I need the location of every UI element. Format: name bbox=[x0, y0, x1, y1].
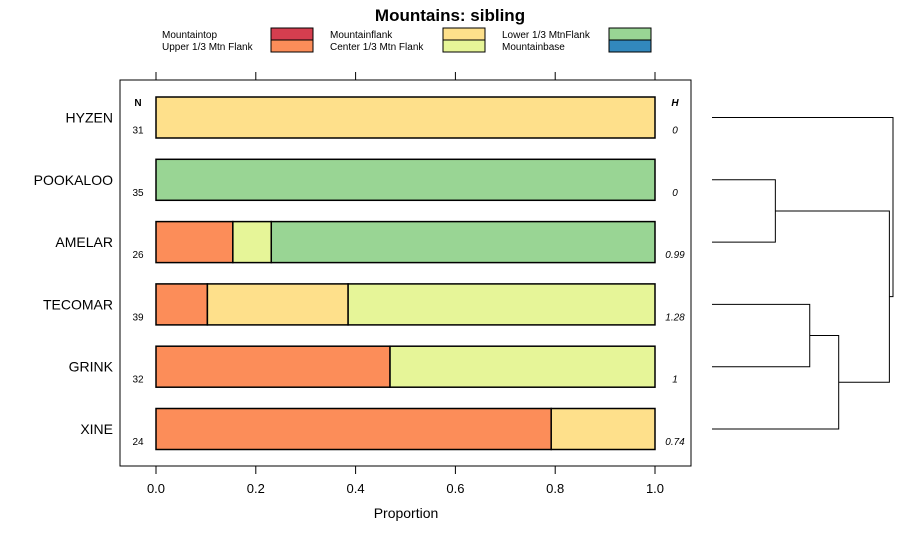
category-label-xine: XINE bbox=[80, 421, 113, 437]
bar-xine-mountainflank bbox=[550, 407, 656, 451]
n-header: N bbox=[134, 98, 141, 109]
n-h-annotations: N H 31 0 35 0 26 0.99 39 1.28 32 1 24 0.74 bbox=[132, 98, 685, 448]
legend-swatch-mountainbase bbox=[608, 39, 652, 53]
bar-grink-center-1-3-mtn-flank bbox=[389, 345, 656, 388]
x-tick-label-0: 0.0 bbox=[147, 481, 165, 496]
legend-swatch-mountaintop bbox=[270, 27, 314, 41]
dendrogram-branch-0 bbox=[712, 179, 776, 243]
bar-xine-upper-1-3-mtn-flank bbox=[155, 407, 552, 451]
dendrogram-branch-4 bbox=[712, 117, 894, 298]
category-label-hyzen: HYZEN bbox=[66, 110, 113, 126]
dendrogram-branch-3 bbox=[775, 210, 890, 383]
x-tick-label-5: 1.0 bbox=[646, 481, 664, 496]
x-axis-title: Proportion bbox=[374, 505, 439, 521]
dendrogram bbox=[712, 117, 894, 430]
dendrogram-branch-2 bbox=[712, 335, 840, 430]
n-value-amelar: 26 bbox=[132, 250, 144, 261]
x-tick-label-2: 0.4 bbox=[347, 481, 365, 496]
bar-pookaloo-lower-1-3-mtnflank bbox=[155, 158, 656, 202]
legend-label-upper-1-3-mtn-flank: Upper 1/3 Mtn Flank bbox=[162, 42, 254, 53]
legend-label-center-1-3-mtn-flank: Center 1/3 Mtn Flank bbox=[330, 42, 424, 53]
h-value-hyzen: 0 bbox=[672, 126, 678, 137]
bar-amelar-lower-1-3-mtnflank bbox=[270, 220, 656, 264]
x-axis: 0.0 0.2 0.4 0.6 0.8 1.0 bbox=[147, 72, 664, 496]
chart-title: Mountains: sibling bbox=[375, 6, 525, 25]
category-label-pookaloo: POOKALOO bbox=[34, 172, 113, 188]
h-value-amelar: 0.99 bbox=[665, 250, 685, 261]
n-value-xine: 24 bbox=[132, 437, 144, 448]
category-labels: HYZEN POOKALOO AMELAR TECOMAR GRINK XINE bbox=[34, 110, 114, 438]
legend-label-mountainflank: Mountainflank bbox=[330, 30, 393, 41]
plot-frame bbox=[119, 79, 692, 467]
bars-group bbox=[155, 96, 656, 451]
legend-swatch-lower-1-3-mtnflank bbox=[608, 27, 652, 41]
legend-label-mountaintop: Mountaintop bbox=[162, 30, 217, 41]
bar-amelar-center-1-3-mtn-flank bbox=[232, 220, 273, 264]
category-label-amelar: AMELAR bbox=[55, 234, 113, 250]
h-value-grink: 1 bbox=[672, 375, 678, 386]
dendrogram-branch-1 bbox=[712, 303, 811, 368]
bar-tecomar-mountainflank bbox=[206, 283, 349, 326]
bar-tecomar-upper-1-3-mtn-flank bbox=[155, 283, 209, 326]
bar-hyzen-mountainflank bbox=[155, 96, 656, 139]
h-value-tecomar: 1.28 bbox=[665, 312, 685, 323]
bar-amelar-upper-1-3-mtn-flank bbox=[155, 220, 234, 264]
bar-grink-upper-1-3-mtn-flank bbox=[155, 345, 391, 388]
x-tick-label-3: 0.6 bbox=[446, 481, 464, 496]
legend-label-mountainbase: Mountainbase bbox=[502, 42, 565, 53]
x-tick-label-1: 0.2 bbox=[247, 481, 265, 496]
x-tick-label-4: 0.8 bbox=[546, 481, 564, 496]
bar-tecomar-center-1-3-mtn-flank bbox=[347, 283, 656, 326]
h-value-xine: 0.74 bbox=[665, 437, 685, 448]
n-value-tecomar: 39 bbox=[132, 312, 144, 323]
category-label-tecomar: TECOMAR bbox=[43, 296, 113, 312]
n-value-hyzen: 31 bbox=[132, 126, 144, 137]
legend-swatch-mountainflank bbox=[442, 27, 486, 41]
legend-swatch-upper-1-3-mtn-flank bbox=[270, 39, 314, 53]
legend-swatch-center-1-3-mtn-flank bbox=[442, 39, 486, 53]
legend-label-lower-1-3-mtnflank: Lower 1/3 MtnFlank bbox=[502, 30, 591, 41]
category-label-grink: GRINK bbox=[69, 359, 114, 375]
h-value-pookaloo: 0 bbox=[672, 188, 678, 199]
h-header: H bbox=[671, 98, 679, 109]
n-value-pookaloo: 35 bbox=[132, 188, 144, 199]
n-value-grink: 32 bbox=[132, 375, 144, 386]
